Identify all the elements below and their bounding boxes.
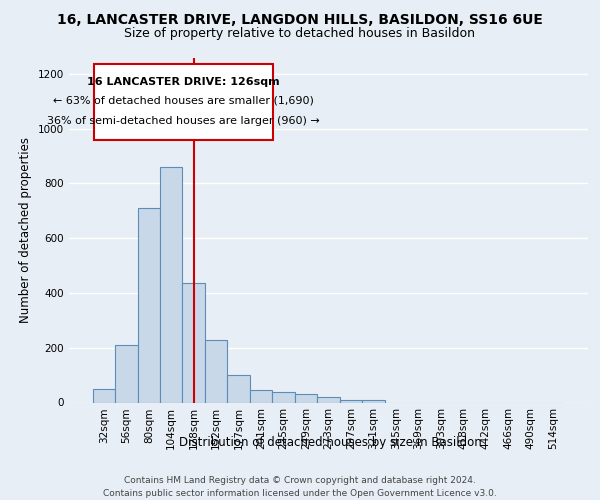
Bar [227, 375, 250, 402]
Bar [272, 392, 295, 402]
Text: 16, LANCASTER DRIVE, LANGDON HILLS, BASILDON, SS16 6UE: 16, LANCASTER DRIVE, LANGDON HILLS, BASI… [57, 12, 543, 26]
Bar [182, 284, 205, 403]
Bar [115, 345, 137, 403]
FancyBboxPatch shape [94, 64, 274, 140]
Bar [295, 394, 317, 402]
Text: 36% of semi-detached houses are larger (960) →: 36% of semi-detached houses are larger (… [47, 116, 320, 126]
Y-axis label: Number of detached properties: Number of detached properties [19, 137, 32, 323]
Text: ← 63% of detached houses are smaller (1,690): ← 63% of detached houses are smaller (1,… [53, 96, 314, 106]
Bar [340, 400, 362, 402]
Bar [317, 397, 340, 402]
Bar [137, 208, 160, 402]
Bar [205, 340, 227, 402]
Bar [250, 390, 272, 402]
Text: Contains HM Land Registry data © Crown copyright and database right 2024.
Contai: Contains HM Land Registry data © Crown c… [103, 476, 497, 498]
Bar [160, 167, 182, 402]
Text: Distribution of detached houses by size in Basildon: Distribution of detached houses by size … [179, 436, 481, 449]
Bar [92, 389, 115, 402]
Text: 16 LANCASTER DRIVE: 126sqm: 16 LANCASTER DRIVE: 126sqm [87, 77, 280, 87]
Bar [362, 400, 385, 402]
Text: Size of property relative to detached houses in Basildon: Size of property relative to detached ho… [125, 28, 476, 40]
